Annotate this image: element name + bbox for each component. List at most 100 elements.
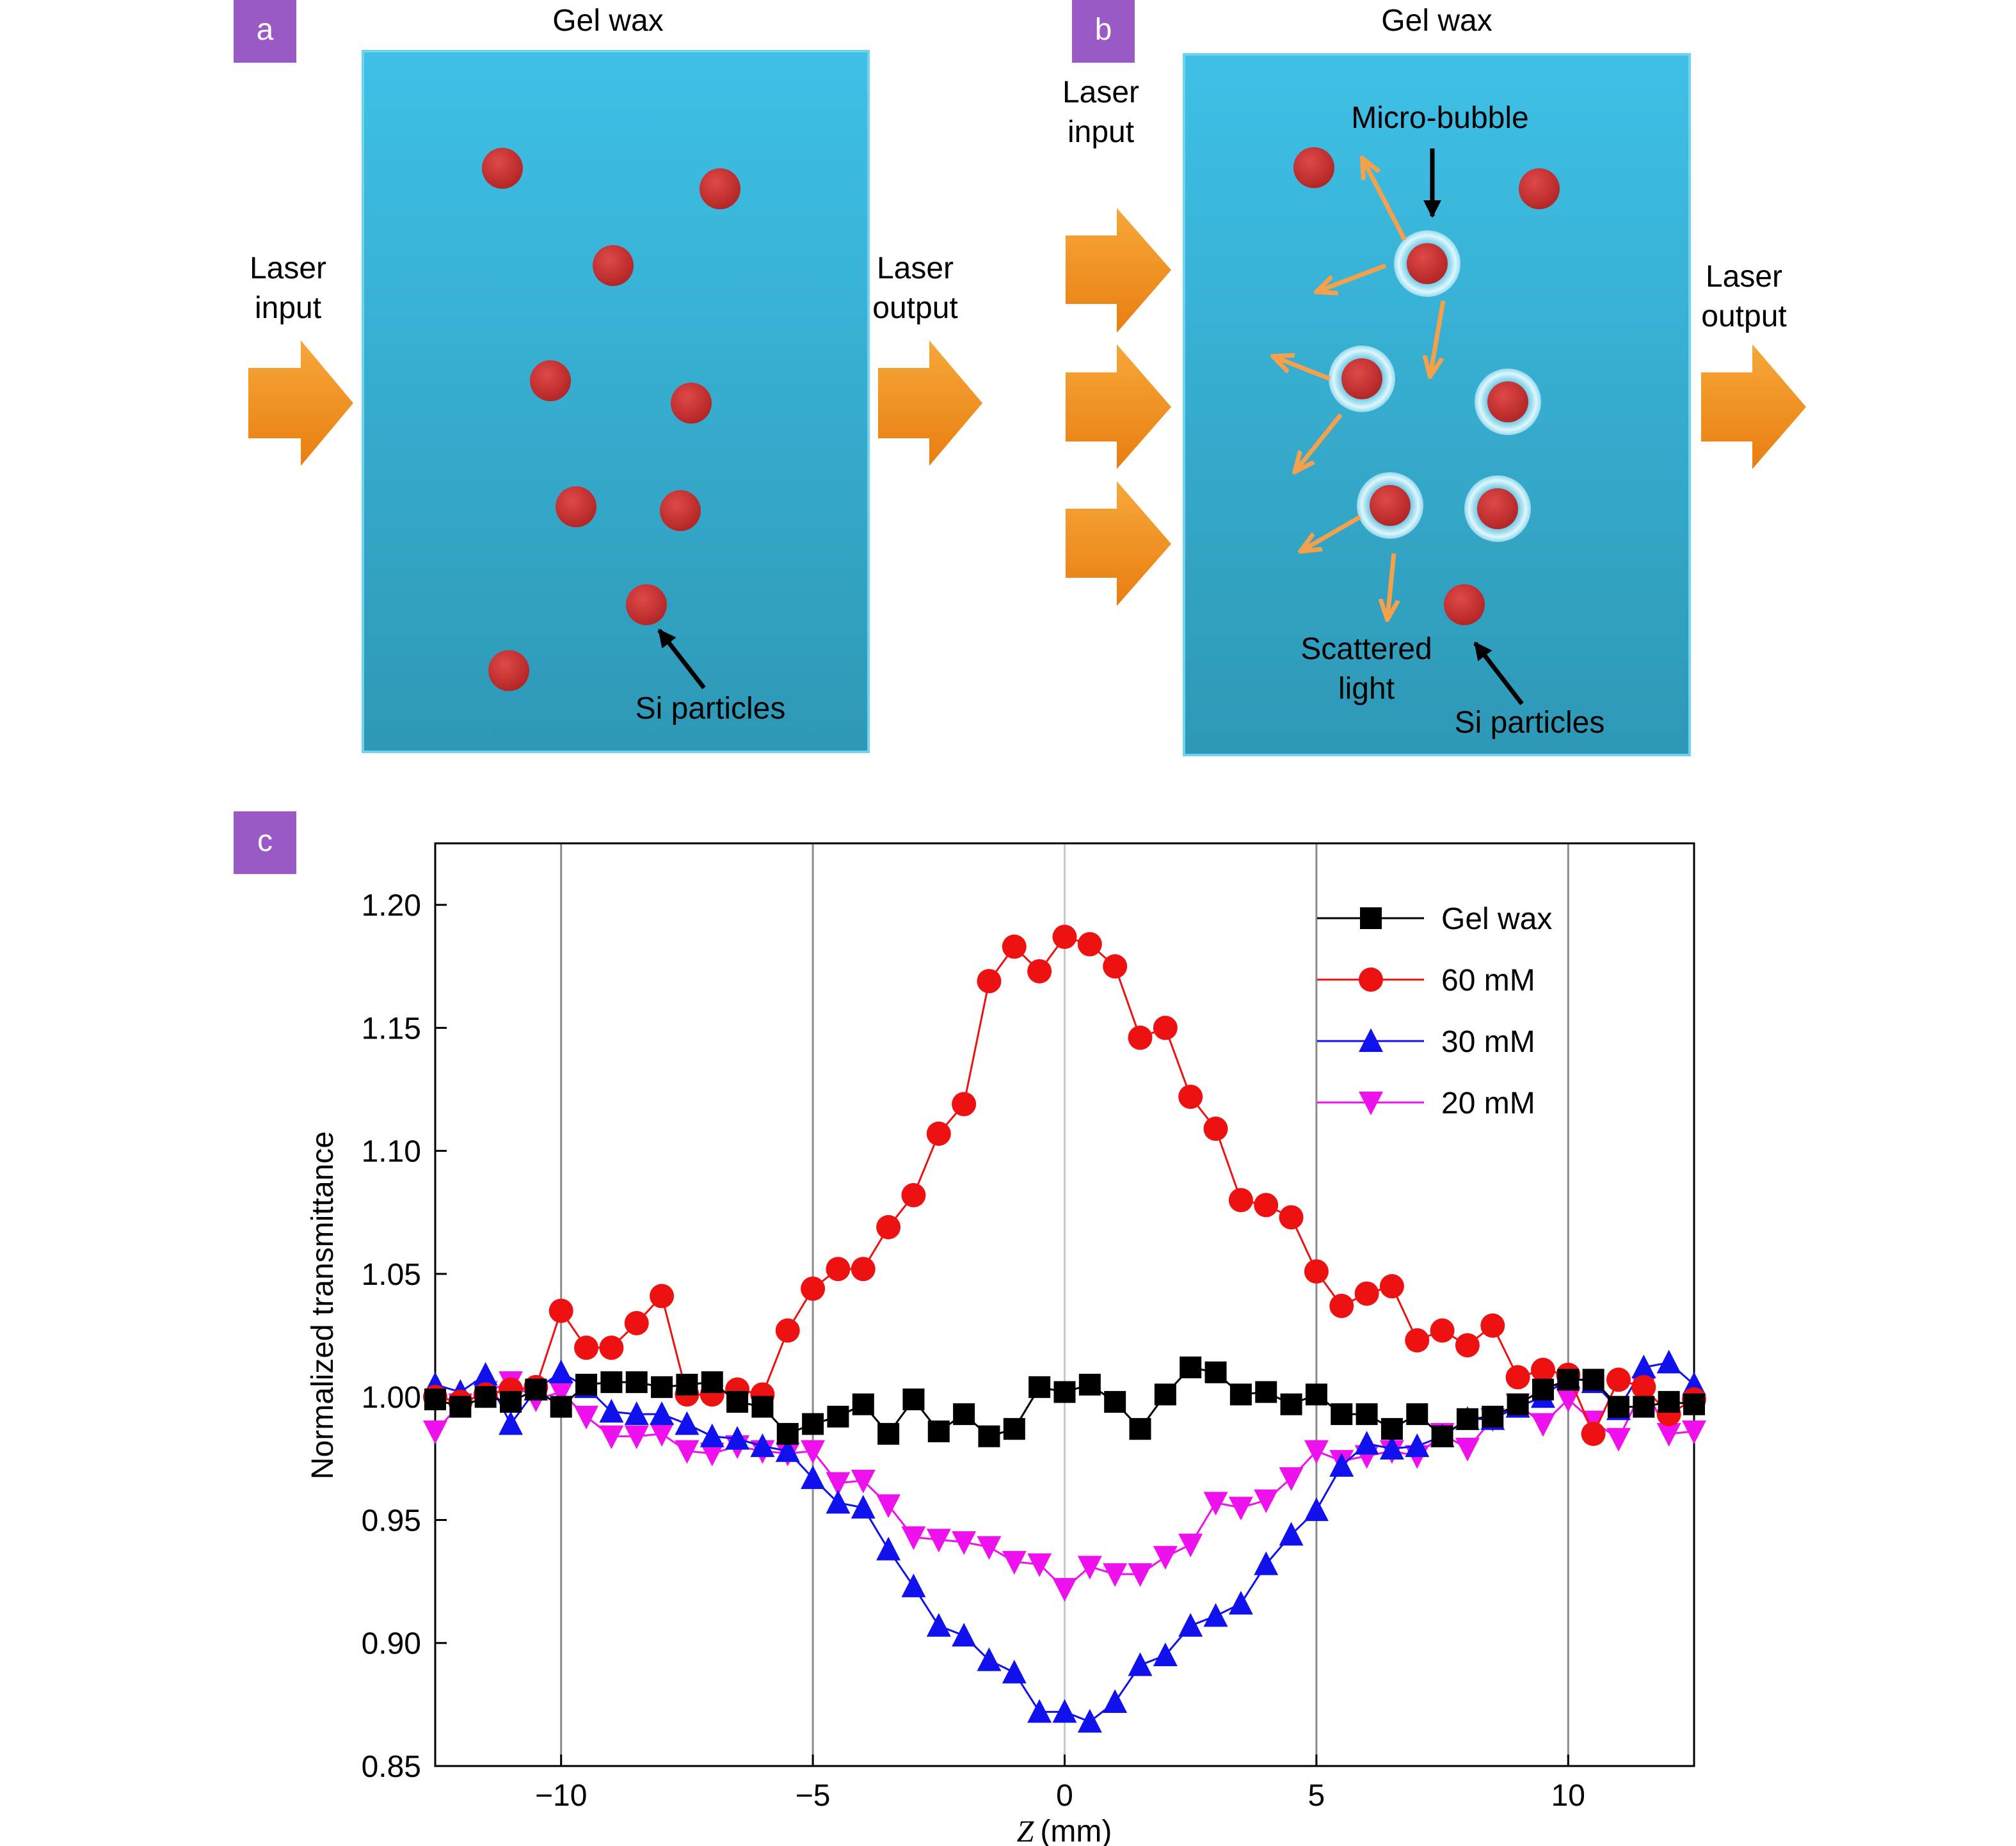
data-point-circle [599, 1335, 624, 1360]
data-point-triangle-down [1359, 1092, 1383, 1115]
data-point-triangle-down [901, 1526, 926, 1550]
data-point-square [1003, 1418, 1025, 1440]
data-point-triangle-down [1153, 1546, 1178, 1570]
data-point-triangle-down [1656, 1422, 1681, 1447]
data-point-triangle-down [574, 1405, 599, 1429]
data-point-triangle-up [801, 1465, 826, 1490]
panel-b-tag [1072, 0, 1135, 63]
data-point-circle [1505, 1365, 1530, 1390]
y-tick-label: 1.15 [362, 1012, 421, 1046]
y-tick-label: 0.95 [362, 1504, 421, 1538]
si-particle [700, 168, 740, 209]
panel-a-wax-block [362, 50, 870, 753]
data-point-square [1280, 1393, 1302, 1415]
si-particle [530, 360, 571, 401]
legend: Gel wax 60 mM 30 mM 20 mM [1317, 902, 1552, 1120]
data-point-triangle-down [1455, 1437, 1480, 1461]
data-point-triangle-down [851, 1469, 876, 1493]
data-point-triangle-down [1682, 1420, 1706, 1445]
data-point-square [1053, 1381, 1076, 1403]
x-axis-ticks: −10 −5 0 5 10 [535, 1754, 1585, 1813]
panel-b-laser-input-line2: input [1068, 115, 1134, 149]
data-point-square [525, 1378, 547, 1401]
data-point-square [474, 1386, 497, 1408]
data-point-triangle-down [1178, 1533, 1203, 1557]
legend-label: 20 mM [1441, 1086, 1535, 1120]
data-point-triangle-up [1128, 1652, 1153, 1676]
data-point-triangle-up [725, 1426, 750, 1450]
data-point-triangle-up [1052, 1699, 1077, 1723]
data-point-triangle-up [499, 1411, 524, 1435]
data-point-circle [851, 1257, 876, 1282]
data-point-circle [775, 1318, 800, 1343]
scatter-arrow-icon [1430, 300, 1446, 374]
data-point-circle [1430, 1318, 1455, 1343]
data-point-circle [1581, 1421, 1606, 1446]
data-point-square [802, 1413, 824, 1435]
data-point-circle [926, 1121, 951, 1146]
panel-b-wax-block [1183, 53, 1691, 756]
data-point-triangle-down [1203, 1492, 1228, 1516]
data-point-triangle-up [473, 1362, 498, 1386]
si-particle [671, 383, 712, 424]
data-point-triangle-up [1656, 1349, 1681, 1374]
series-gel-wax [424, 1357, 1705, 1447]
panel-a-tag-label: a [257, 13, 274, 47]
data-point-square [1431, 1425, 1453, 1447]
data-point-triangle-up [675, 1411, 700, 1435]
data-point-circle [952, 1092, 977, 1117]
data-point-triangle-up [548, 1359, 573, 1383]
x-tick-label: 10 [1551, 1779, 1585, 1813]
data-point-triangle-down [952, 1531, 977, 1556]
si-particle [660, 490, 701, 531]
data-point-triangle-up [775, 1438, 800, 1462]
si-particle [1477, 488, 1518, 529]
data-point-triangle-down [801, 1440, 826, 1464]
data-point-square [600, 1371, 623, 1394]
vertical-grid [560, 843, 1569, 1766]
panel-a-laser-output-line2: output [872, 291, 957, 325]
panel-a-particles [482, 148, 740, 691]
data-point-circle [1455, 1333, 1480, 1358]
data-point-square [1633, 1396, 1655, 1418]
data-point-triangle-down [1128, 1563, 1153, 1587]
data-point-square [701, 1371, 723, 1394]
data-point-square [651, 1376, 673, 1398]
legend-item: 20 mM [1317, 1086, 1535, 1120]
data-point-square [927, 1420, 950, 1443]
laser-output-arrow-icon [1701, 344, 1806, 469]
data-point-square [1331, 1403, 1353, 1426]
data-point-triangle-down [624, 1425, 649, 1449]
data-point-circle [1379, 1274, 1404, 1299]
si-particle [488, 650, 529, 691]
panel-b: b Gel wax Laser input Laser output [1062, 0, 1806, 756]
panel-b-laser-output-line1: Laser [1706, 260, 1782, 294]
data-point-triangle-up [1631, 1355, 1656, 1379]
data-point-triangle-up [1405, 1433, 1430, 1458]
data-point-square [1360, 907, 1382, 929]
data-point-circle [1279, 1205, 1304, 1230]
panel-b-scattered-line2: light [1338, 672, 1395, 706]
scatter-arrow-icon [1318, 263, 1387, 291]
y-tick-label: 1.00 [362, 1381, 421, 1415]
x-tick-label: 0 [1056, 1779, 1073, 1813]
data-point-triangle-down [1279, 1467, 1304, 1492]
panel-a-laser-output-line1: Laser [877, 251, 954, 285]
y-tick-label: 1.05 [362, 1258, 421, 1292]
legend-item: 60 mM [1317, 964, 1535, 998]
data-point-triangle-down [650, 1422, 675, 1447]
data-point-triangle-up [1002, 1659, 1027, 1683]
data-point-triangle-down [1254, 1489, 1279, 1513]
data-point-square [1683, 1393, 1705, 1415]
y-axis-label: Normalized transmittance [306, 1131, 340, 1479]
series-30-mm [423, 1349, 1706, 1733]
data-point-square [1154, 1383, 1176, 1406]
data-point-square [424, 1388, 446, 1411]
laser-input-arrow-icon [248, 340, 353, 466]
data-point-circle [1405, 1328, 1430, 1353]
panel-a-laser-input-line2: input [255, 291, 321, 325]
panel-a-laser-input-line1: Laser [250, 251, 326, 285]
data-point-triangle-down [1103, 1563, 1128, 1587]
legend-item: 30 mM [1317, 1025, 1535, 1059]
